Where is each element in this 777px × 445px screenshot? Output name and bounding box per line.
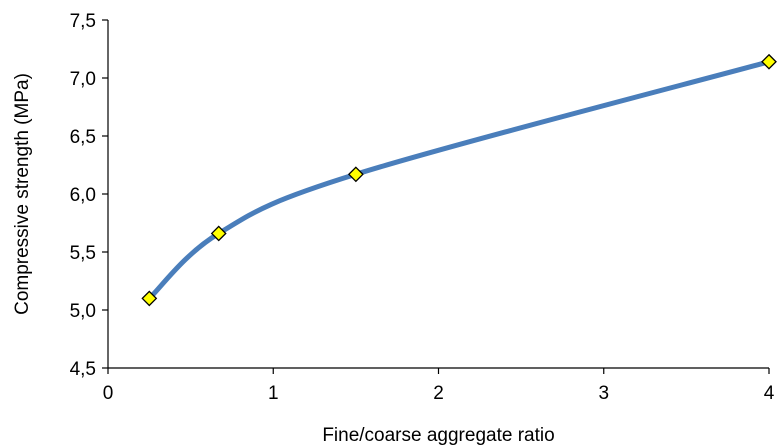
y-tick-label: 6,5 (70, 127, 96, 148)
y-tick-label: 6,0 (70, 185, 96, 206)
x-tick-label: 3 (598, 383, 609, 404)
x-tick-label: 0 (103, 383, 114, 404)
y-tick-label: 5,0 (70, 301, 96, 322)
x-tick-label: 2 (433, 383, 444, 404)
y-tick-label: 5,5 (70, 243, 96, 264)
x-axis-title: Fine/coarse aggregate ratio (322, 425, 554, 445)
y-tick-label: 4,5 (70, 359, 96, 380)
series-layer (141, 53, 777, 307)
x-ticks: 0 1 2 3 4 (103, 368, 775, 404)
y-axis-title: Compressive strength (MPa) (12, 73, 33, 315)
data-point-marker (141, 290, 158, 307)
x-tick-label: 1 (268, 383, 279, 404)
data-point-marker (761, 53, 777, 70)
data-point-marker (347, 166, 364, 183)
x-tick-label: 4 (764, 383, 775, 404)
y-tick-label: 7,5 (70, 11, 96, 32)
y-tick-label: 7,0 (70, 69, 96, 90)
series-line (146, 59, 772, 301)
data-point-marker (210, 225, 227, 242)
y-ticks: 4,5 5,0 5,5 6,0 6,5 7,0 7,5 (70, 11, 108, 380)
